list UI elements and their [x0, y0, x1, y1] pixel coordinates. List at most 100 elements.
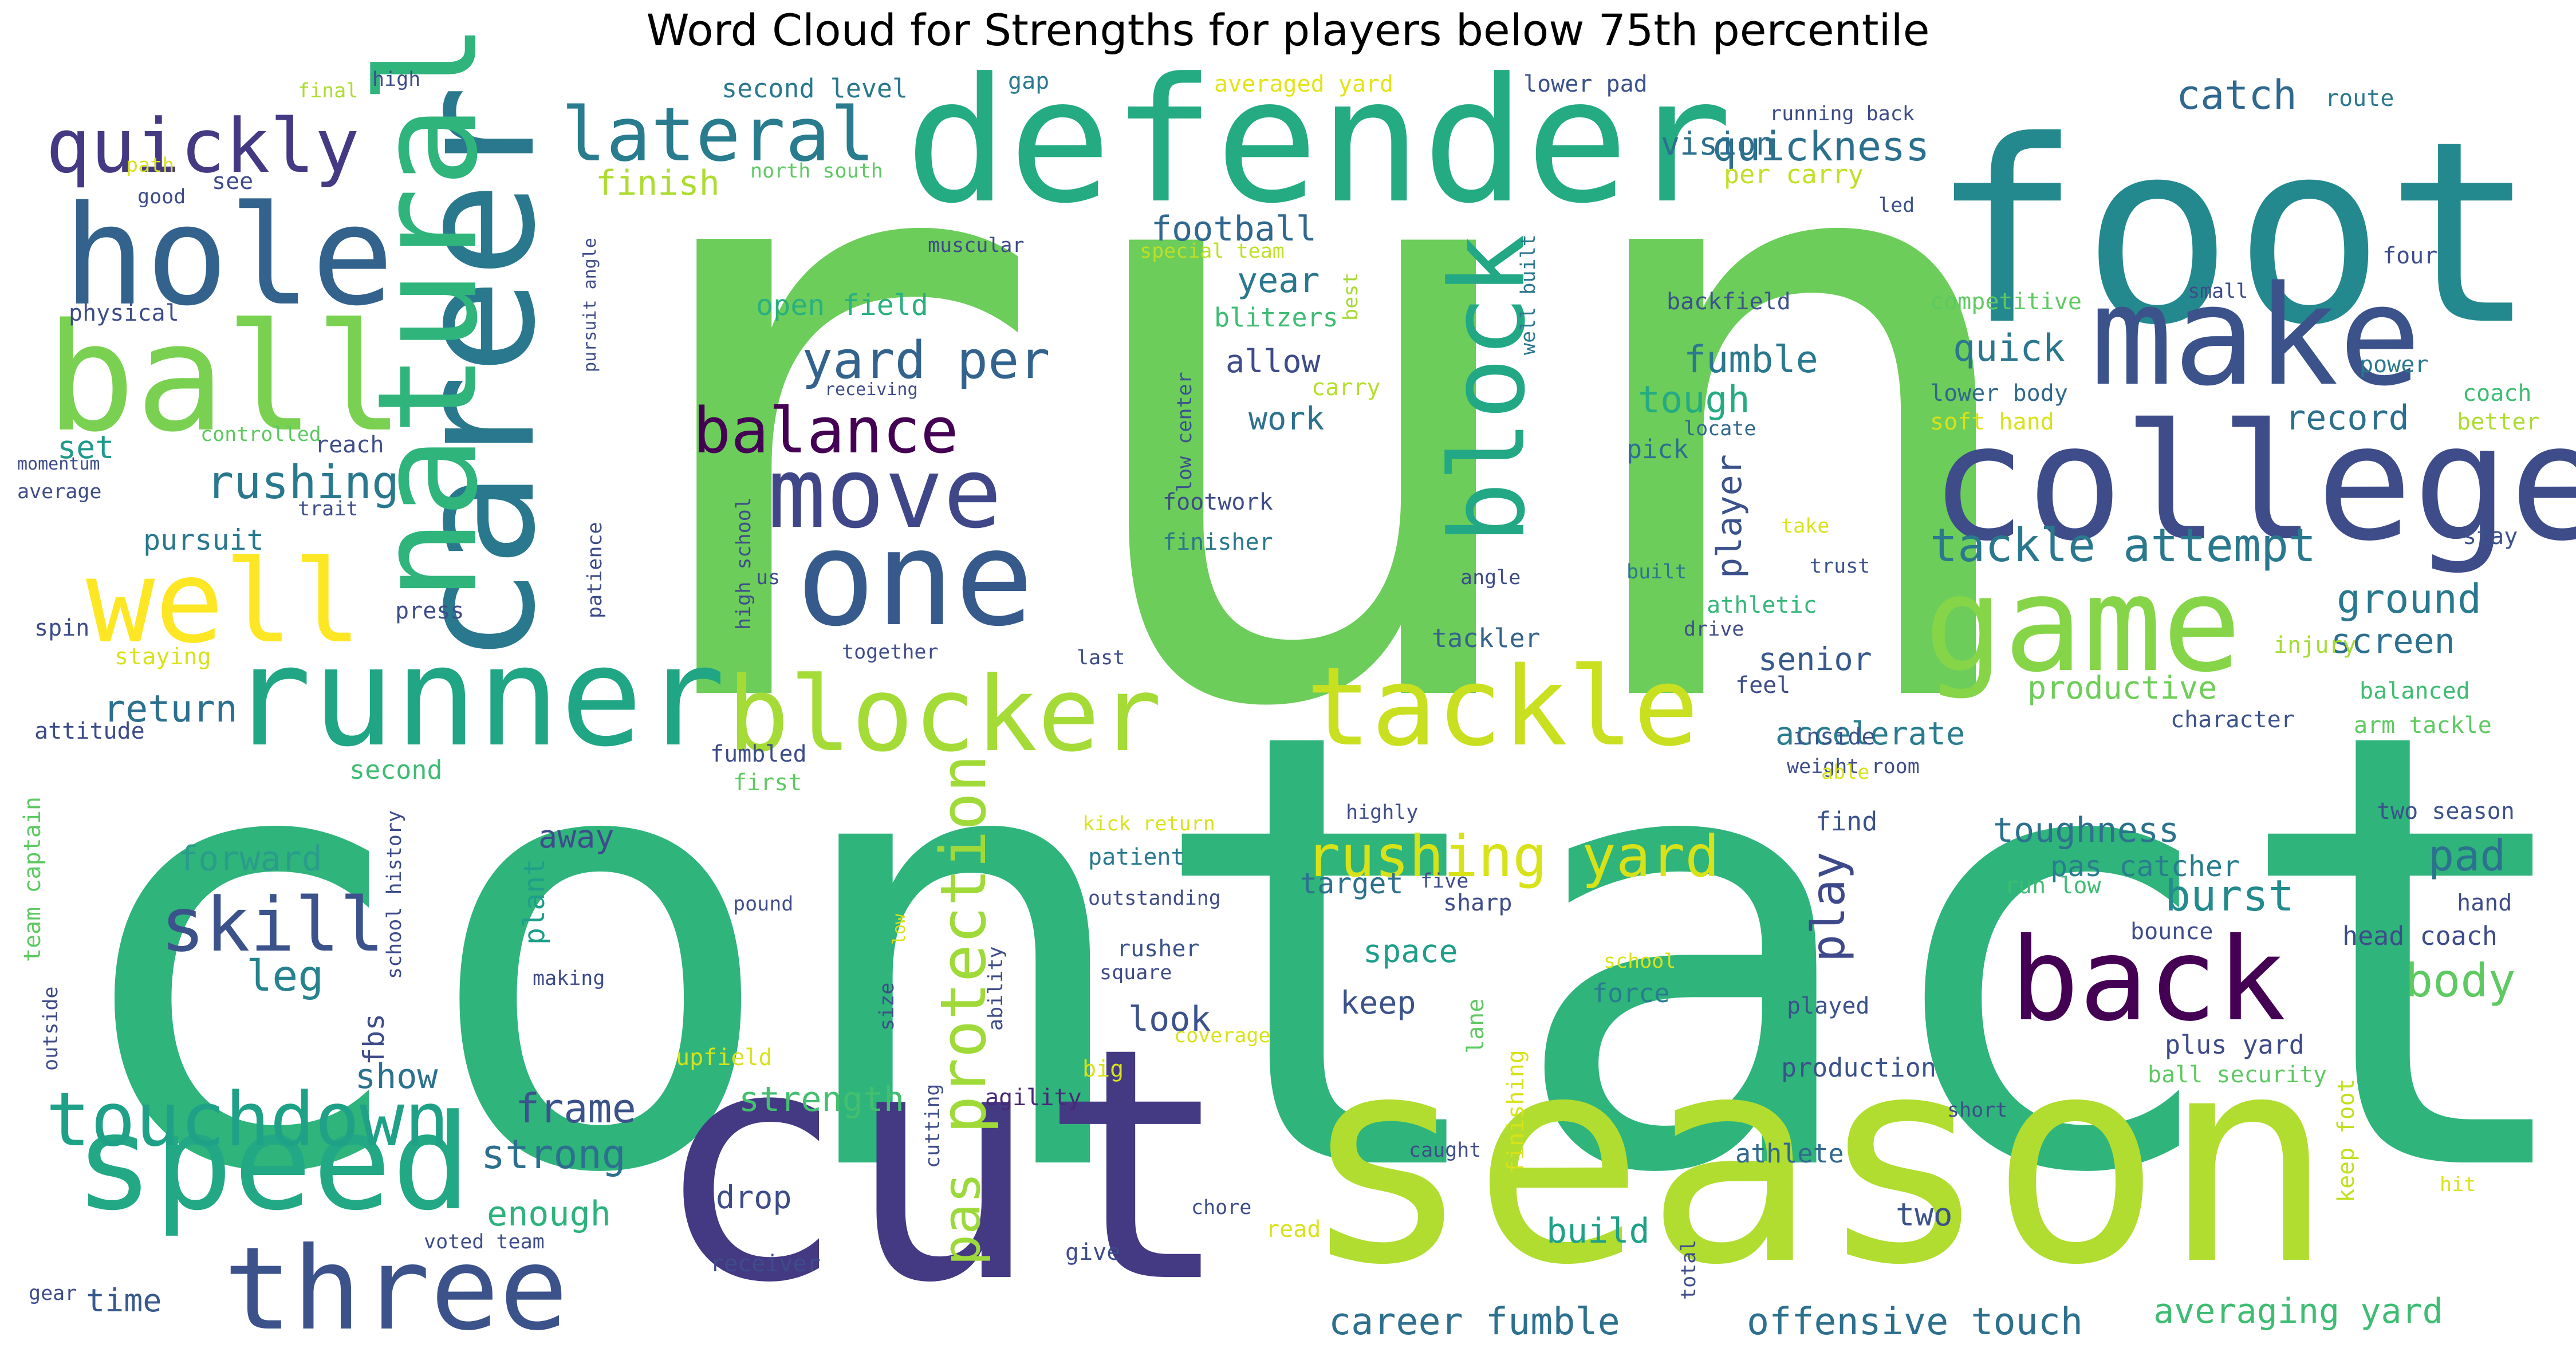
- word-finishing: finishing: [1503, 1050, 1529, 1174]
- word-yard-per: yard per: [802, 330, 1050, 391]
- word-school-history: school history: [383, 810, 406, 979]
- word-productive: productive: [2027, 669, 2217, 706]
- word-press: press: [395, 598, 464, 624]
- word-soft-hand: soft hand: [1930, 409, 2054, 435]
- word-fumbled: fumbled: [710, 741, 807, 767]
- word-trust: trust: [1810, 555, 1870, 578]
- word-north-south: north south: [750, 160, 883, 183]
- word-take: take: [1781, 515, 1829, 538]
- word-pad: pad: [2428, 830, 2506, 881]
- word-pursuit-angle: pursuit angle: [580, 238, 600, 372]
- word-contact: contact: [57, 604, 2576, 1304]
- word-tackler: tackler: [1432, 623, 1541, 653]
- word-final: final: [298, 80, 358, 103]
- word-pound: pound: [733, 893, 793, 916]
- word-work: work: [1248, 400, 1324, 437]
- word-career-fumble: career fumble: [1329, 1300, 1620, 1343]
- word-us: us: [756, 566, 780, 589]
- word-well: well: [86, 535, 362, 669]
- word-keep: keep: [1340, 984, 1416, 1021]
- word-blocker: blocker: [727, 655, 1162, 775]
- word-quick: quick: [1953, 327, 2065, 370]
- word-quickness: quickness: [1712, 123, 1929, 170]
- word-runner: runner: [229, 617, 726, 777]
- word-forward: forward: [178, 839, 322, 879]
- word-better: better: [2457, 409, 2540, 435]
- word-path: path: [126, 154, 174, 177]
- word-keep-foot: keep foot: [2333, 1078, 2360, 1203]
- word-four: four: [2382, 243, 2437, 269]
- word-finish: finish: [596, 163, 720, 203]
- word-open-field: open field: [756, 289, 928, 322]
- word-plant: plant: [518, 858, 551, 945]
- word-show: show: [355, 1057, 438, 1097]
- word-target: target: [1300, 867, 1404, 900]
- word-built: built: [1626, 561, 1687, 584]
- word-voted-team: voted team: [424, 1231, 545, 1253]
- word-game: game: [1924, 549, 2242, 701]
- word-backfield: backfield: [1667, 289, 1791, 315]
- word-pick: pick: [1626, 434, 1688, 464]
- word-year: year: [1237, 261, 1320, 301]
- word-caught: caught: [1409, 1139, 1481, 1162]
- word-speed: speed: [74, 1087, 471, 1240]
- word-vision: vision: [1661, 125, 1775, 162]
- word-cut: cut: [653, 980, 1232, 1353]
- word-kick-return: kick return: [1082, 813, 1215, 835]
- word-low: low: [889, 913, 909, 945]
- word-senior: senior: [1758, 641, 1872, 677]
- word-production: production: [1781, 1053, 1936, 1083]
- word-outside: outside: [40, 986, 62, 1071]
- word-lower-body: lower body: [1930, 380, 2068, 407]
- word-size: size: [876, 983, 899, 1031]
- word-protection: protection: [927, 755, 1000, 1134]
- word-foot: foot: [1930, 87, 2537, 380]
- word-five: five: [1420, 870, 1468, 893]
- word-balance: balance: [693, 394, 959, 467]
- word-fbs: fbs: [357, 1014, 391, 1065]
- word-last: last: [1077, 647, 1125, 669]
- word-athletic: athletic: [1707, 592, 1817, 618]
- word-drive: drive: [1684, 618, 1744, 641]
- word-fumble: fumble: [1684, 338, 1818, 381]
- word-cutting: cutting: [921, 1083, 944, 1168]
- word-reach: reach: [315, 432, 384, 458]
- word-natural: natural: [348, 22, 508, 601]
- word-gap: gap: [1008, 68, 1049, 94]
- word-season: season: [1300, 994, 2334, 1327]
- word-move: move: [767, 437, 1002, 550]
- word-ball-security: ball security: [2148, 1062, 2327, 1088]
- word-ground: ground: [2337, 575, 2482, 622]
- word-hand: hand: [2457, 890, 2512, 916]
- word-set: set: [57, 429, 114, 466]
- word-ball: ball: [46, 292, 404, 465]
- word-offensive-touch: offensive touch: [1747, 1300, 2083, 1343]
- word-character: character: [2171, 707, 2295, 733]
- word-special-team: special team: [1140, 240, 1285, 263]
- word-see: see: [212, 168, 253, 195]
- word-blitzers: blitzers: [1214, 302, 1338, 333]
- word-two-season: two season: [2377, 798, 2515, 825]
- word-angle: angle: [1460, 566, 1521, 589]
- word-burst: burst: [2165, 870, 2294, 921]
- word-agility: agility: [985, 1085, 1082, 1111]
- word-injury: injury: [2274, 632, 2357, 659]
- chart-title: Word Cloud for Strengths for players bel…: [646, 5, 1930, 56]
- word-pas: pas: [932, 1172, 992, 1266]
- word-square: square: [1100, 961, 1172, 984]
- word-tackle-attempt: tackle attempt: [1930, 519, 2316, 572]
- word-tough: tough: [1638, 379, 1750, 421]
- word-college: college: [1930, 390, 2576, 577]
- word-rushing-yard: rushing yard: [1306, 823, 1719, 890]
- word-making: making: [533, 967, 605, 990]
- word-patience: patience: [584, 522, 606, 618]
- word-first: first: [733, 770, 802, 796]
- word-receiver: receiver: [710, 1251, 821, 1277]
- word-small: small: [2188, 280, 2248, 303]
- word-career: career: [384, 85, 571, 664]
- word-arm-tackle: arm tackle: [2354, 712, 2492, 739]
- word-pas-catcher: pas catcher: [2050, 850, 2240, 883]
- word-read: read: [1266, 1216, 1321, 1243]
- word-big: big: [1082, 1056, 1124, 1082]
- word-lateral: lateral: [561, 91, 875, 178]
